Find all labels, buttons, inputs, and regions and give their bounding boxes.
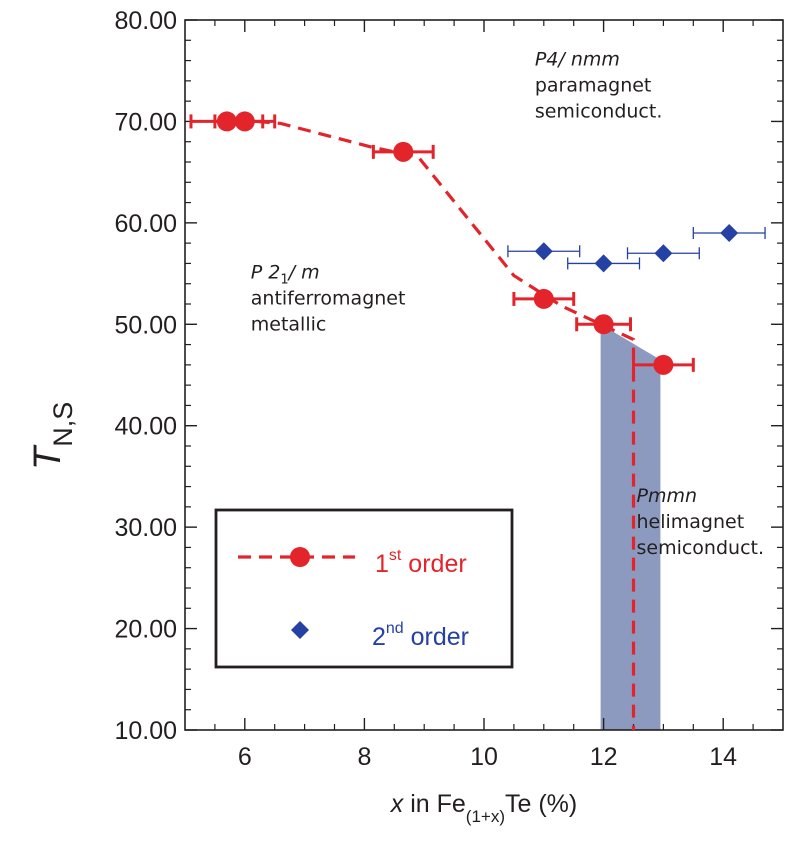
y-tick-label: 60.00	[114, 210, 177, 238]
x-tick-label: 6	[238, 743, 252, 771]
legend-label-second-order: 2nd order	[372, 620, 469, 651]
x-tick-label: 8	[357, 743, 371, 771]
phase-label-line: metallic	[251, 314, 327, 336]
y-tick-label: 20.00	[114, 616, 177, 644]
y-tick-label: 70.00	[114, 108, 177, 136]
second-order-point	[594, 254, 613, 273]
phase-label-line: antiferromagnet	[251, 288, 406, 310]
shaded-phase-region	[600, 324, 661, 730]
phase-label-line: Pmmn	[636, 485, 697, 507]
second-order-point	[534, 242, 553, 261]
x-tick-label: 10	[470, 743, 498, 771]
phase-label-p4nmm: P4/ nmm paramagnet semiconduct.	[535, 49, 663, 123]
phase-label-pmmn: Pmmn helimagnet semiconduct.	[636, 485, 764, 559]
legend-box	[214, 508, 514, 669]
second-order-point	[720, 224, 739, 242]
phase-label-line: P4/ nmm	[535, 49, 620, 71]
legend-label-first-order: 1st order	[375, 547, 467, 578]
y-tick-label: 10.00	[114, 717, 177, 745]
x-tick-label: 12	[590, 743, 618, 771]
phase-label-line: semiconduct.	[636, 537, 764, 559]
legend: 1st order 2nd order	[214, 508, 514, 669]
y-tick-label: 40.00	[114, 413, 177, 441]
first-order-point	[533, 288, 554, 309]
y-tick-label: 30.00	[114, 514, 177, 542]
phase-label-line: paramagnet	[535, 75, 652, 97]
legend-diamond-marker	[291, 621, 309, 639]
phase-label-line: semiconduct.	[535, 101, 663, 123]
y-axis-label: TN,S	[27, 402, 78, 470]
phase-label-line: helimagnet	[636, 511, 744, 533]
first-order-point	[653, 354, 674, 375]
first-order-point	[234, 111, 255, 132]
y-tick-label: 80.00	[114, 7, 177, 35]
x-tick-label: 14	[709, 743, 737, 771]
x-axis-label: x in Fe(1+x)Te (%)	[390, 790, 577, 826]
first-order-point	[593, 314, 614, 335]
first-order-dashed-line	[256, 119, 636, 730]
legend-circle-marker	[290, 547, 310, 567]
phase-label-line: P 21/ m	[251, 262, 320, 288]
first-order-point	[393, 141, 414, 162]
y-tick-label: 50.00	[114, 311, 177, 339]
second-order-point	[654, 244, 673, 263]
